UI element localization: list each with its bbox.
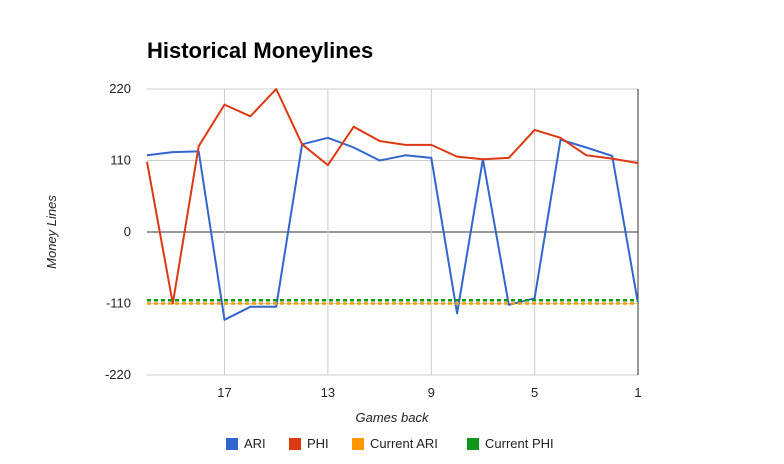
legend-item-phi: PHI [289, 436, 329, 451]
chart-title: Historical Moneylines [147, 38, 374, 63]
legend-swatch [226, 437, 238, 450]
legend-label: PHI [307, 436, 329, 451]
y-axis-title: Money Lines [44, 195, 59, 269]
y-tick-label: 0 [124, 224, 131, 239]
legend-item-ari: ARI [226, 436, 266, 451]
legend-swatch [352, 437, 364, 450]
series-lines [146, 88, 639, 321]
x-tick-label: 1 [634, 385, 641, 400]
legend-item-current-phi: Current PHI [467, 436, 554, 451]
y-tick-label: 220 [109, 81, 131, 96]
axis-labels: 220 110 0 -110 -220 17 13 9 5 1 [105, 81, 642, 400]
grid-lines [147, 88, 639, 376]
y-tick-label: -220 [105, 367, 131, 382]
legend-label: Current ARI [370, 436, 438, 451]
legend-item-current-ari: Current ARI [352, 436, 438, 451]
series-line-ari [146, 136, 639, 321]
x-tick-label: 17 [217, 385, 231, 400]
y-tick-label: -110 [106, 296, 131, 311]
x-tick-label: 5 [531, 385, 538, 400]
x-tick-label: 13 [321, 385, 335, 400]
series-line-phi [146, 88, 639, 305]
x-axis-title: Games back [356, 410, 430, 425]
x-tick-label: 9 [428, 385, 435, 400]
legend-label: ARI [244, 436, 266, 451]
legend-swatch [289, 437, 301, 450]
y-tick-label: 110 [110, 153, 131, 168]
legend-swatch [467, 437, 479, 450]
legend-label: Current PHI [485, 436, 554, 451]
legend: ARI PHI Current ARI Current PHI [0, 436, 784, 456]
